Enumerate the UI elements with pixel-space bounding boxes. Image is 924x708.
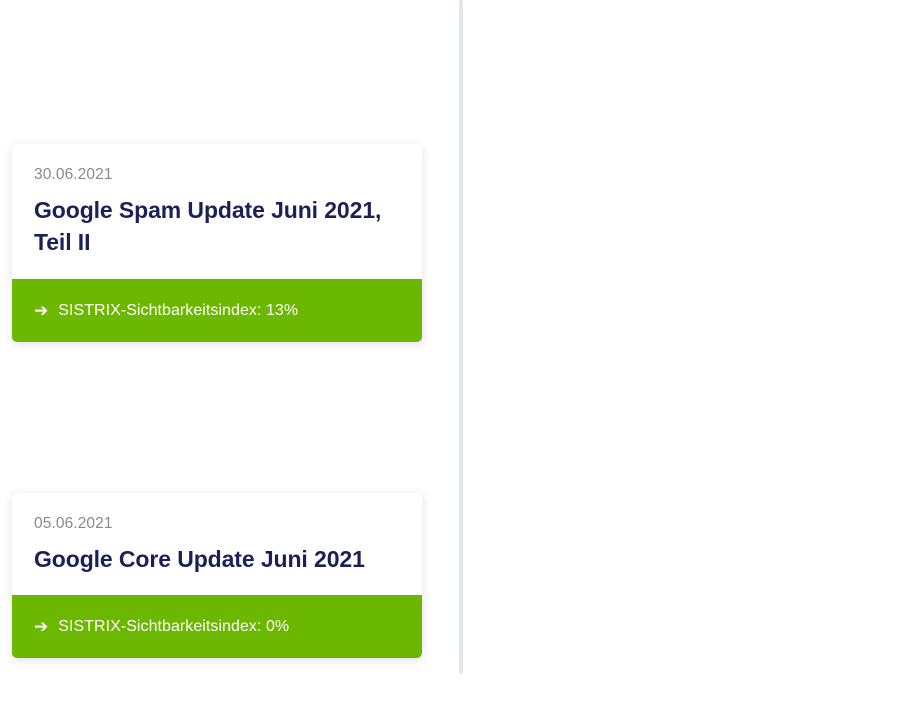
card-date: 05.06.2021 bbox=[34, 515, 113, 532]
visibility-index-band: ➔ SISTRIX-Sichtbarkeitsindex: 13% bbox=[12, 278, 422, 343]
visibility-index-band: ➔ SISTRIX-Sichtbarkeitsindex: 0% bbox=[12, 595, 422, 659]
update-card-core-update-juni-2021[interactable]: 05.06.2021 Google Core Update Juni 2021 … bbox=[12, 493, 422, 659]
visibility-index-label: SISTRIX-Sichtbarkeitsindex: 0% bbox=[58, 618, 290, 636]
card-date: 30.06.2021 bbox=[34, 166, 113, 183]
card-body: 05.06.2021 Google Core Update Juni 2021 bbox=[12, 493, 422, 595]
update-timeline: 30.06.2021 Google Spam Update Juni 2021,… bbox=[0, 0, 924, 674]
card-body: 30.06.2021 Google Spam Update Juni 2021,… bbox=[12, 144, 422, 279]
arrow-right-icon: ➔ bbox=[34, 301, 49, 320]
update-card-spam-update-juni-2021-teil-ii[interactable]: 30.06.2021 Google Spam Update Juni 2021,… bbox=[12, 144, 422, 343]
visibility-index-label: SISTRIX-Sichtbarkeitsindex: 13% bbox=[58, 301, 299, 319]
arrow-right-icon: ➔ bbox=[34, 617, 49, 637]
card-title: Google Spam Update Juni 2021, Teil II bbox=[34, 196, 382, 256]
timeline-column-left: 30.06.2021 Google Spam Update Juni 2021,… bbox=[0, 0, 462, 674]
timeline-axis-divider bbox=[459, 0, 463, 674]
card-title: Google Core Update Juni 2021 bbox=[34, 545, 365, 572]
timeline-column-right: 04.07.2021 Google Core Update Juli 2021 … bbox=[462, 0, 924, 674]
